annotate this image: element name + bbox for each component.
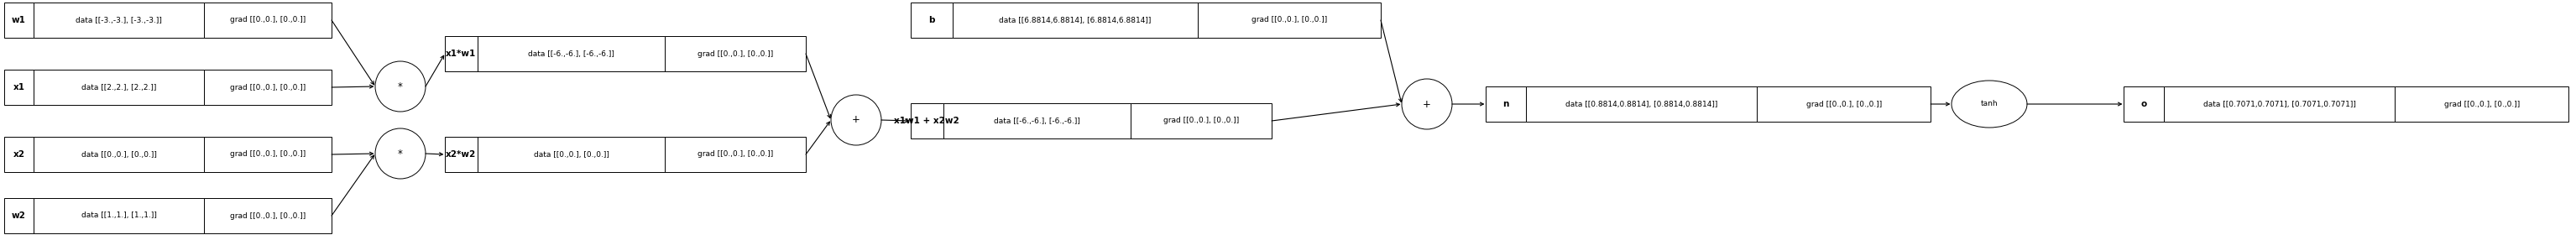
Bar: [477, 137, 665, 172]
Text: n: n: [1502, 100, 1510, 108]
Bar: [204, 137, 332, 172]
Text: grad [[0.,0.], [0.,0.]]: grad [[0.,0.], [0.,0.]]: [229, 151, 307, 158]
Bar: [33, 198, 204, 233]
Text: o: o: [2141, 100, 2146, 108]
Text: x1: x1: [13, 83, 26, 91]
Text: grad [[0.,0.], [0.,0.]]: grad [[0.,0.], [0.,0.]]: [229, 83, 307, 91]
Bar: [1525, 86, 1757, 122]
Text: x2: x2: [13, 150, 26, 159]
Text: x1w1 + x2w2: x1w1 + x2w2: [894, 117, 961, 125]
Text: grad [[0.,0.], [0.,0.]]: grad [[0.,0.], [0.,0.]]: [1252, 16, 1327, 24]
Bar: [2164, 86, 2396, 122]
Bar: [912, 3, 953, 38]
Text: data [[0.,0.], [0.,0.]]: data [[0.,0.], [0.,0.]]: [80, 151, 157, 158]
Ellipse shape: [1953, 81, 2027, 128]
Text: data [[0.8814,0.8814], [0.8814,0.8814]]: data [[0.8814,0.8814], [0.8814,0.8814]]: [1566, 100, 1718, 108]
Bar: [1757, 86, 1929, 122]
Text: *: *: [397, 81, 402, 92]
Text: tanh: tanh: [1981, 100, 1999, 108]
Text: data [[-3.,-3.], [-3.,-3.]]: data [[-3.,-3.], [-3.,-3.]]: [75, 16, 162, 24]
Text: x1*w1: x1*w1: [446, 50, 477, 58]
Text: grad [[0.,0.], [0.,0.]]: grad [[0.,0.], [0.,0.]]: [1164, 117, 1239, 125]
Text: data [[0.7071,0.7071], [0.7071,0.7071]]: data [[0.7071,0.7071], [0.7071,0.7071]]: [2202, 100, 2354, 108]
Bar: [446, 36, 477, 71]
Text: data [[2.,2.], [2.,2.]]: data [[2.,2.], [2.,2.]]: [82, 83, 157, 91]
Text: grad [[0.,0.], [0.,0.]]: grad [[0.,0.], [0.,0.]]: [229, 16, 307, 24]
Text: b: b: [930, 16, 935, 24]
Text: grad [[0.,0.], [0.,0.]]: grad [[0.,0.], [0.,0.]]: [229, 212, 307, 219]
Bar: [2123, 86, 2164, 122]
Ellipse shape: [376, 61, 425, 112]
Text: data [[0.,0.], [0.,0.]]: data [[0.,0.], [0.,0.]]: [533, 151, 608, 158]
Bar: [953, 3, 1198, 38]
Bar: [1198, 3, 1381, 38]
Bar: [5, 137, 33, 172]
Bar: [446, 137, 477, 172]
Bar: [665, 137, 806, 172]
Text: w2: w2: [13, 212, 26, 220]
Bar: [1131, 103, 1273, 138]
Text: grad [[0.,0.], [0.,0.]]: grad [[0.,0.], [0.,0.]]: [2445, 100, 2519, 108]
Bar: [33, 3, 204, 38]
Bar: [5, 70, 33, 105]
Ellipse shape: [1401, 79, 1453, 129]
Text: grad [[0.,0.], [0.,0.]]: grad [[0.,0.], [0.,0.]]: [698, 151, 773, 158]
Text: +: +: [1422, 99, 1432, 110]
Text: grad [[0.,0.], [0.,0.]]: grad [[0.,0.], [0.,0.]]: [698, 50, 773, 58]
Text: grad [[0.,0.], [0.,0.]]: grad [[0.,0.], [0.,0.]]: [1806, 100, 1880, 108]
Bar: [912, 103, 943, 138]
Bar: [2396, 86, 2568, 122]
Bar: [477, 36, 665, 71]
Ellipse shape: [832, 95, 881, 145]
Text: data [[-6.,-6.], [-6.,-6.]]: data [[-6.,-6.], [-6.,-6.]]: [994, 117, 1079, 125]
Ellipse shape: [376, 128, 425, 179]
Bar: [33, 70, 204, 105]
Bar: [5, 3, 33, 38]
Text: data [[1.,1.], [1.,1.]]: data [[1.,1.], [1.,1.]]: [80, 212, 157, 219]
Text: data [[6.8814,6.8814], [6.8814,6.8814]]: data [[6.8814,6.8814], [6.8814,6.8814]]: [999, 16, 1151, 24]
Text: data [[-6.,-6.], [-6.,-6.]]: data [[-6.,-6.], [-6.,-6.]]: [528, 50, 613, 58]
Bar: [943, 103, 1131, 138]
Bar: [33, 137, 204, 172]
Text: +: +: [853, 115, 860, 125]
Bar: [204, 70, 332, 105]
Text: w1: w1: [13, 16, 26, 24]
Bar: [204, 198, 332, 233]
Bar: [204, 3, 332, 38]
Text: *: *: [397, 148, 402, 159]
Bar: [665, 36, 806, 71]
Bar: [1486, 86, 1525, 122]
Bar: [5, 198, 33, 233]
Text: x2*w2: x2*w2: [446, 150, 477, 159]
